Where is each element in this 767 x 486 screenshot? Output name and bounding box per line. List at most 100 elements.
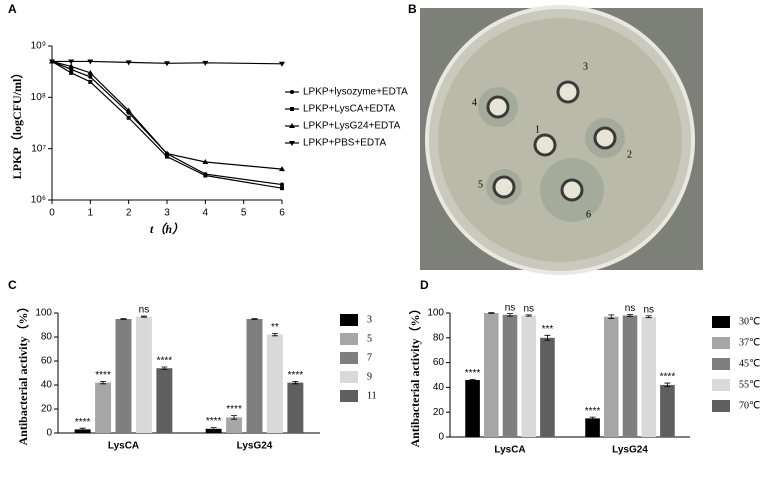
data-point	[164, 61, 170, 67]
bar	[95, 382, 112, 433]
legend-marker	[290, 90, 294, 94]
legend-swatch	[712, 400, 730, 412]
data-point	[68, 59, 75, 65]
y-tick-label: 10⁷	[31, 143, 46, 154]
data-point	[280, 186, 284, 191]
significance-label: ns	[625, 303, 636, 314]
y-axis-title: Antibacterial activity（%）	[407, 303, 422, 448]
bar	[287, 382, 304, 433]
data-point	[202, 60, 209, 66]
error-bar	[210, 427, 217, 431]
x-tick-label: 4	[203, 208, 209, 219]
data-point	[88, 74, 93, 79]
well	[560, 178, 584, 202]
legend-marker	[289, 123, 295, 128]
x-tick-label: 2	[126, 208, 132, 219]
data-point	[202, 158, 209, 164]
x-tick-label: LysG24	[237, 441, 273, 452]
legend-label: 37℃	[739, 337, 760, 348]
error-bar	[664, 382, 671, 388]
y-tick-label: 0	[46, 428, 52, 439]
well	[492, 175, 516, 199]
significance-label: ****	[95, 370, 111, 381]
legend-label: 7	[367, 352, 372, 363]
legend-label: 5	[367, 333, 372, 344]
panel-label: B	[408, 2, 417, 16]
legend-swatch	[712, 358, 730, 370]
error-bar	[231, 415, 238, 420]
legend-label: 11	[367, 390, 377, 401]
legend-marker	[290, 107, 294, 111]
legend-swatch	[712, 316, 730, 328]
significance-label: ****	[75, 417, 91, 428]
error-bar	[544, 334, 551, 341]
significance-label: ****	[288, 370, 304, 381]
bar	[660, 384, 675, 437]
bar	[502, 314, 518, 437]
x-tick-label: 3	[164, 208, 170, 219]
well	[556, 80, 580, 104]
bar	[540, 337, 555, 437]
y-tick-label: 0	[438, 432, 444, 443]
bar	[603, 316, 619, 437]
significance-label: ****	[157, 356, 173, 367]
y-tick-label: 20	[433, 407, 445, 418]
significance-label: ****	[206, 416, 222, 427]
significance-label: ns	[643, 304, 654, 315]
y-tick-label: 20	[41, 404, 53, 415]
y-tick-label: 80	[433, 332, 445, 343]
bar	[205, 428, 222, 433]
error-bar	[140, 315, 147, 318]
error-bar	[627, 314, 633, 317]
error-bar	[161, 366, 168, 370]
legend-swatch	[712, 337, 730, 349]
y-tick-label: 100	[427, 308, 444, 319]
y-tick-label: 60	[433, 357, 445, 368]
well	[533, 133, 557, 157]
well-label: 5	[478, 179, 483, 190]
y-tick-label: 60	[41, 356, 53, 367]
legend-swatch	[340, 371, 358, 383]
data-point	[125, 107, 132, 113]
significance-label: ****	[585, 406, 601, 417]
legend-label: 30℃	[739, 316, 760, 327]
bar	[266, 334, 283, 433]
error-bar	[79, 427, 86, 431]
significance-label: ns	[139, 305, 150, 316]
well-label: 3	[583, 61, 588, 72]
bar	[641, 316, 657, 437]
data-point	[203, 173, 208, 178]
data-point	[164, 150, 170, 156]
legend-label: 70℃	[739, 400, 760, 411]
data-point	[68, 63, 75, 69]
legend-swatch	[340, 314, 358, 326]
petri-photo	[420, 5, 703, 275]
well-label: 1	[535, 124, 540, 135]
legend-swatch	[340, 333, 358, 345]
bar	[115, 319, 132, 433]
significance-label: ns	[523, 304, 534, 315]
x-tick-label: LysCA	[494, 445, 525, 456]
bar	[521, 315, 537, 437]
data-point	[87, 69, 94, 75]
error-bar	[507, 313, 513, 317]
legend-swatch	[340, 390, 358, 402]
series-line	[51, 60, 283, 189]
well-label: 6	[586, 209, 591, 220]
data-point	[49, 59, 55, 65]
error-bar	[251, 318, 258, 320]
bar	[226, 417, 243, 433]
error-bar	[645, 315, 652, 319]
legend-label: 45℃	[739, 358, 760, 369]
agar	[438, 18, 682, 262]
legend-label: LPKP+lysozyme+EDTA	[303, 87, 408, 98]
data-point	[280, 182, 284, 187]
error-bar	[292, 381, 299, 385]
y-axis-title: LPKP（logCFU/ml）	[9, 67, 24, 180]
x-tick-label: 5	[241, 208, 247, 219]
data-point	[87, 59, 94, 65]
error-bar	[608, 314, 615, 319]
y-tick-label: 10⁶	[31, 195, 46, 206]
x-tick-label: LysG24	[612, 445, 648, 456]
